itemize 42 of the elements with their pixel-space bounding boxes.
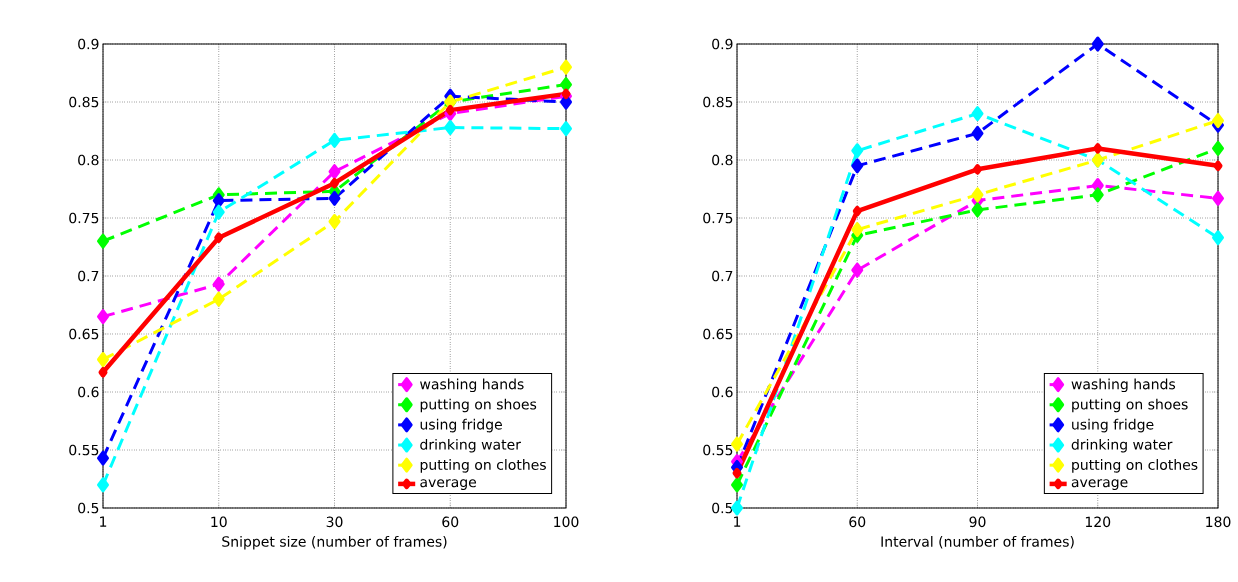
y-tick-label: 0.55 [703,444,733,456]
x-tick-label: 60 [849,516,866,528]
y-tick-label: 0.85 [703,96,733,108]
y-tick-label: 0.6 [78,386,99,398]
y-tick-label: 0.8 [78,154,99,166]
x-tick-label: 120 [1085,516,1111,528]
y-tick-label: 0.65 [69,328,99,340]
x-tick-label: 30 [326,516,343,528]
x-tick-label: 60 [442,516,459,528]
y-tick-label: 0.8 [712,154,733,166]
legend-label: average [1071,479,1128,490]
legend-label: drinking water [420,438,521,453]
y-tick-label: 0.75 [703,212,733,224]
legend-label: drinking water [1071,438,1173,453]
legend-label: putting on clothes [420,459,546,473]
legend-label: washing hands [420,378,524,393]
legend-label: putting on shoes [1072,398,1188,413]
legend-label: using fridge [1072,418,1154,433]
y-tick-label: 0.9 [712,38,733,50]
y-tick-label: 0.7 [78,270,99,282]
x-axis-title: Snippet size (number of frames) [222,535,447,550]
x-tick-label: 1 [100,516,107,527]
x-axis-title: Interval (number of frames) [881,535,1074,549]
x-tick-label: 100 [554,516,579,528]
x-tick-label: 10 [211,516,227,528]
legend-label: putting on shoes [420,398,537,413]
x-tick-label: 1 [734,516,741,527]
y-tick-label: 0.5 [78,502,99,514]
legend-label: using fridge [420,418,502,433]
y-tick-label: 0.85 [69,96,99,108]
legend-label: average [420,479,477,490]
y-tick-label: 0.55 [69,444,99,456]
legend-label: putting on clothes [1072,459,1198,473]
y-tick-label: 0.9 [78,38,99,50]
x-tick-label: 90 [969,516,986,528]
y-tick-label: 0.65 [703,328,733,340]
y-tick-label: 0.75 [69,212,99,224]
y-tick-label: 0.7 [712,270,733,282]
legend-label: washing hands [1071,378,1176,393]
y-tick-label: 0.6 [712,386,733,398]
x-tick-label: 180 [1206,516,1231,528]
y-tick-label: 0.5 [712,502,733,514]
